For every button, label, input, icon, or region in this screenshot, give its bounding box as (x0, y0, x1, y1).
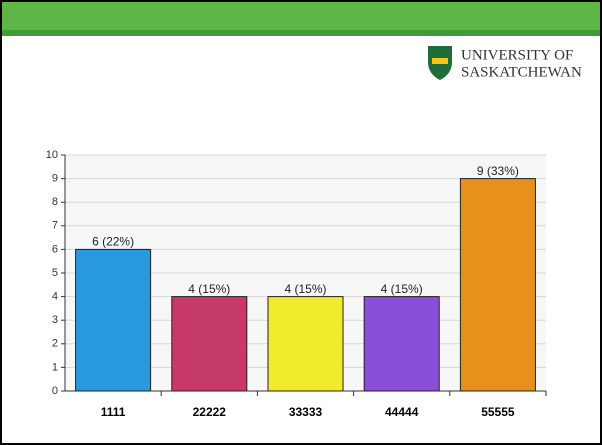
x-tick-label: 44444 (385, 405, 419, 419)
y-tick-label: 3 (52, 314, 58, 326)
logo-text: SASKATCHEWAN (461, 64, 582, 80)
data-label: 4 (15%) (381, 282, 423, 296)
header-stripe (2, 30, 600, 36)
logo: UNIVERSITY OF SASKATCHEWAN (428, 46, 582, 80)
data-label: 6 (22%) (92, 235, 134, 249)
y-tick-label: 7 (52, 220, 58, 232)
bar (363, 296, 440, 392)
y-tick-label: 4 (52, 291, 58, 303)
logo-text: UNIVERSITY OF (461, 47, 573, 63)
bar (171, 296, 248, 392)
x-tick-label: 55555 (481, 405, 515, 419)
y-tick-label: 5 (52, 267, 58, 279)
bar (267, 296, 344, 392)
y-tick-label: 6 (52, 243, 58, 255)
data-label: 4 (15%) (188, 282, 230, 296)
y-tick-label: 1 (52, 361, 58, 373)
logo-band (432, 58, 448, 64)
data-label: 9 (33%) (477, 164, 519, 178)
x-tick-label: 33333 (289, 405, 323, 419)
bar (75, 248, 152, 392)
x-tick-label: 22222 (193, 405, 227, 419)
y-tick-label: 8 (52, 196, 58, 208)
y-tick-label: 10 (46, 149, 58, 161)
bar (459, 178, 536, 392)
y-tick-label: 2 (52, 338, 58, 350)
x-tick-label: 1111 (101, 405, 126, 419)
data-label: 4 (15%) (284, 282, 326, 296)
y-tick-label: 9 (52, 173, 58, 185)
y-tick-label: 0 (52, 385, 58, 397)
